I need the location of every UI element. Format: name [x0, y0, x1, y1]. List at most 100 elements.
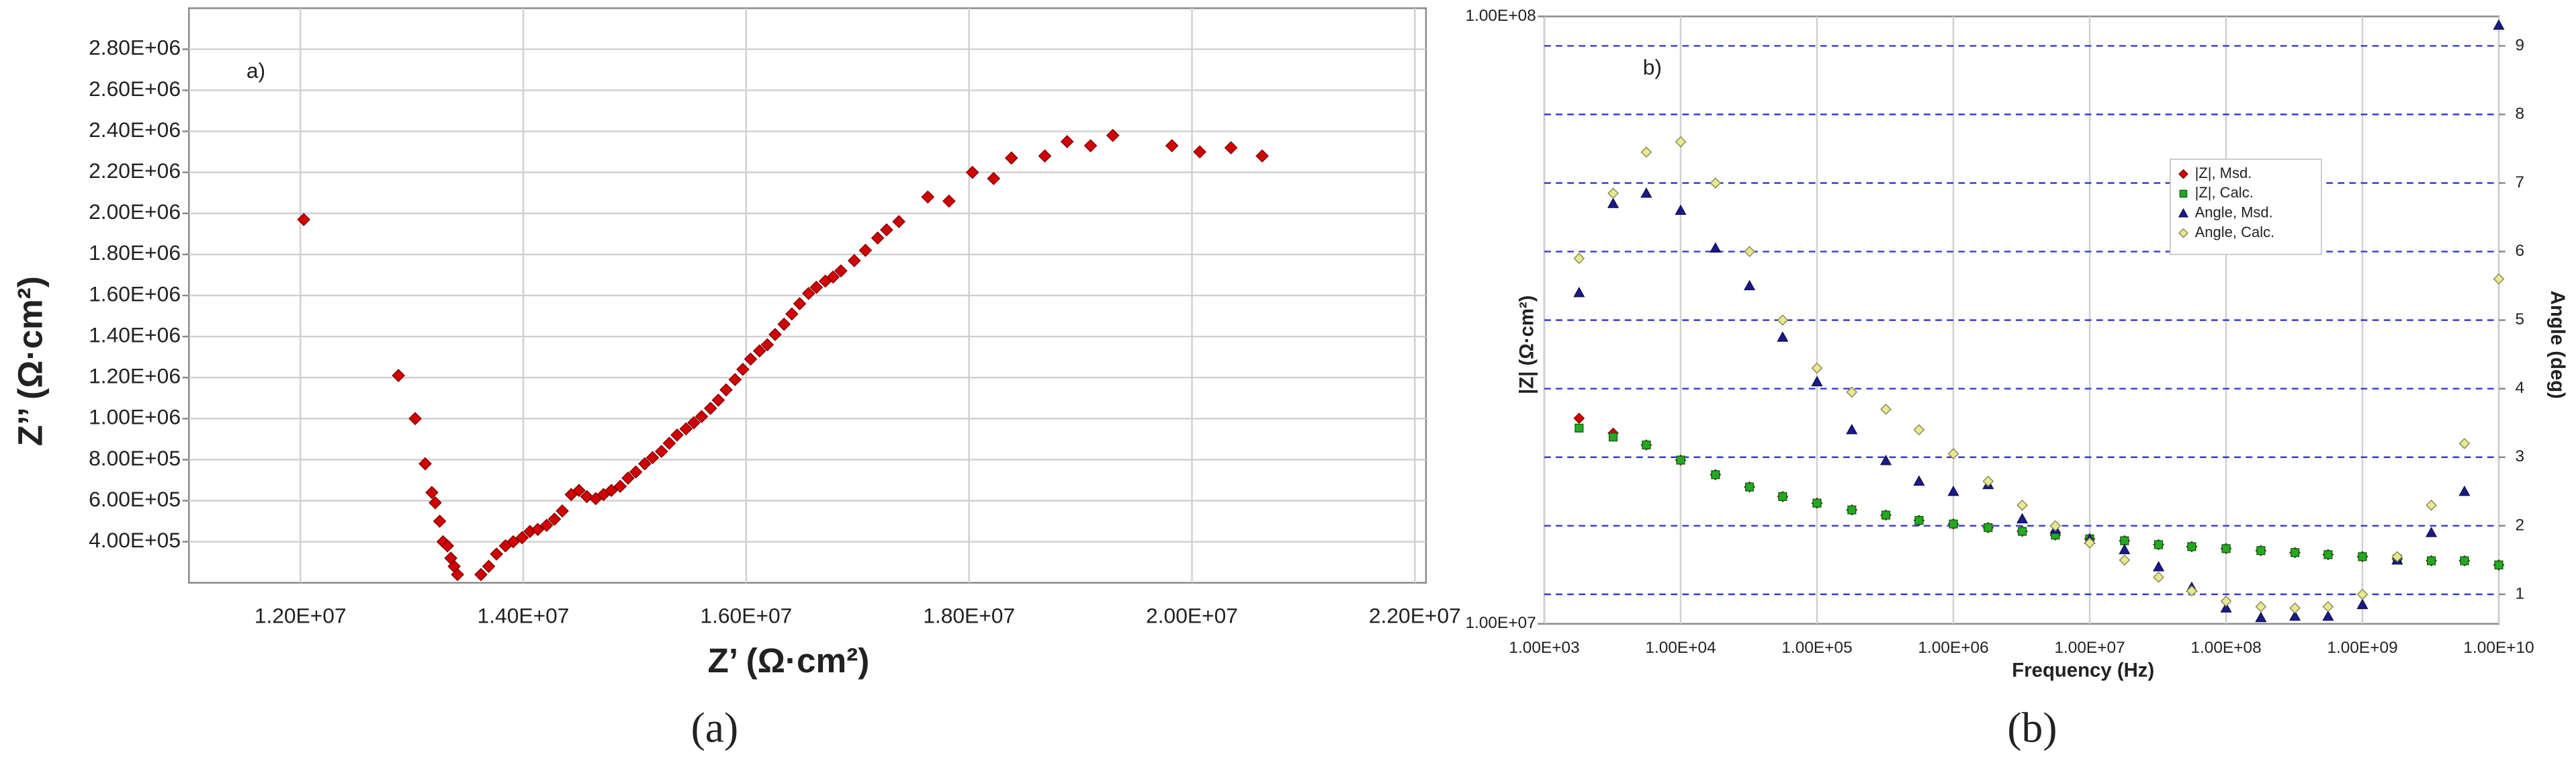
marker — [695, 410, 709, 424]
marker — [942, 194, 956, 208]
marker — [2289, 602, 2301, 614]
marker — [1881, 510, 1891, 520]
marker — [2187, 542, 2196, 551]
marker — [638, 457, 652, 471]
marker — [580, 490, 594, 504]
marker — [1106, 128, 1120, 142]
marker — [441, 539, 455, 553]
marker — [2119, 554, 2131, 566]
marker — [1165, 139, 1179, 152]
legend-label: Angle, Calc. — [2195, 224, 2275, 240]
marker — [408, 412, 422, 426]
y-tick-label: 2.20E+06 — [89, 159, 181, 183]
marker — [921, 190, 935, 204]
marker — [871, 231, 885, 245]
marker — [1947, 485, 1959, 496]
x-tick-label: 2.20E+07 — [1369, 603, 1461, 627]
marker — [1949, 519, 1958, 529]
marker — [392, 369, 406, 382]
marker — [703, 402, 717, 415]
y-tick-label: 1.60E+06 — [89, 281, 181, 306]
y-tick-label: 2.60E+06 — [89, 77, 181, 101]
x-tick-label: 1.00E+06 — [1918, 639, 1988, 657]
marker — [768, 328, 782, 341]
marker — [2016, 512, 2029, 524]
marker — [2153, 540, 2164, 549]
marker — [1676, 455, 1685, 465]
marker — [1193, 145, 1206, 159]
marker — [711, 393, 725, 407]
y-axis-title: |Z| (Ω·cm²) — [1515, 296, 1538, 394]
marker — [515, 531, 529, 545]
marker — [1744, 482, 1755, 492]
marker — [1083, 139, 1098, 152]
marker — [2494, 560, 2503, 570]
y-tick-label: 4.00E+05 — [89, 528, 181, 552]
marker — [679, 422, 693, 436]
marker — [2255, 600, 2267, 613]
marker — [572, 484, 586, 498]
marker — [736, 363, 750, 376]
marker — [425, 486, 439, 500]
marker — [2256, 546, 2266, 555]
caption: (a) — [691, 704, 739, 752]
y-tick-label: 2.40E+06 — [89, 118, 181, 142]
legend-marker — [2178, 169, 2188, 179]
marker — [1255, 149, 1269, 163]
x-tick-label: 1.00E+09 — [2327, 639, 2397, 657]
marker — [1573, 253, 1585, 265]
marker — [1574, 423, 1584, 433]
x-tick-label: 1.00E+05 — [1781, 639, 1852, 657]
marker — [418, 457, 432, 471]
y-tick-label: 1.00E+08 — [1465, 7, 1536, 25]
marker — [1778, 492, 1787, 501]
x-tick-label: 1.00E+03 — [1509, 639, 1579, 657]
y-tick-label: 1.40E+06 — [89, 322, 181, 347]
marker — [1914, 516, 1924, 525]
marker — [2426, 499, 2437, 511]
marker — [987, 171, 1001, 185]
marker — [1640, 187, 1652, 198]
marker — [1846, 424, 1858, 435]
legend-label: |Z|, Calc. — [2195, 184, 2254, 201]
annotation: b) — [1643, 55, 1662, 79]
y-tick-label: 1.00E+07 — [1465, 614, 1536, 632]
marker — [801, 287, 815, 300]
x-tick-label: 1.40E+07 — [478, 603, 570, 627]
marker — [1038, 149, 1052, 163]
marker — [1711, 470, 1720, 480]
legend-marker — [2178, 228, 2188, 238]
x-axis-title: Z’ (Ω·cm²) — [708, 641, 870, 680]
marker — [2049, 520, 2061, 532]
marker — [2458, 485, 2471, 496]
marker — [2119, 543, 2131, 555]
x-tick-label: 1.80E+07 — [923, 603, 1015, 627]
marker — [433, 514, 447, 528]
y-tick-label: 1.00E+06 — [89, 405, 181, 429]
marker — [1060, 134, 1074, 148]
marker — [1004, 151, 1018, 165]
marker — [2120, 536, 2129, 545]
marker — [1913, 475, 1925, 486]
marker — [1709, 242, 1722, 253]
x-tick-label: 1.60E+07 — [700, 603, 792, 627]
marker — [1709, 177, 1722, 189]
x-axis-title: Frequency (Hz) — [2012, 659, 2154, 681]
y2-tick-label: 7 — [2516, 173, 2525, 191]
marker — [1224, 141, 1238, 154]
marker — [892, 215, 906, 228]
marker — [1812, 498, 1822, 508]
marker — [1573, 286, 1585, 298]
marker — [1675, 136, 1687, 148]
marker — [1984, 523, 1993, 533]
marker — [2458, 437, 2471, 449]
marker — [1607, 197, 1619, 208]
marker — [2358, 552, 2367, 561]
marker — [1846, 386, 1858, 398]
marker — [2460, 556, 2469, 566]
marker — [1777, 331, 1789, 342]
marker — [2221, 544, 2231, 553]
x-tick-label: 1.00E+07 — [2054, 639, 2125, 657]
marker — [785, 307, 799, 321]
